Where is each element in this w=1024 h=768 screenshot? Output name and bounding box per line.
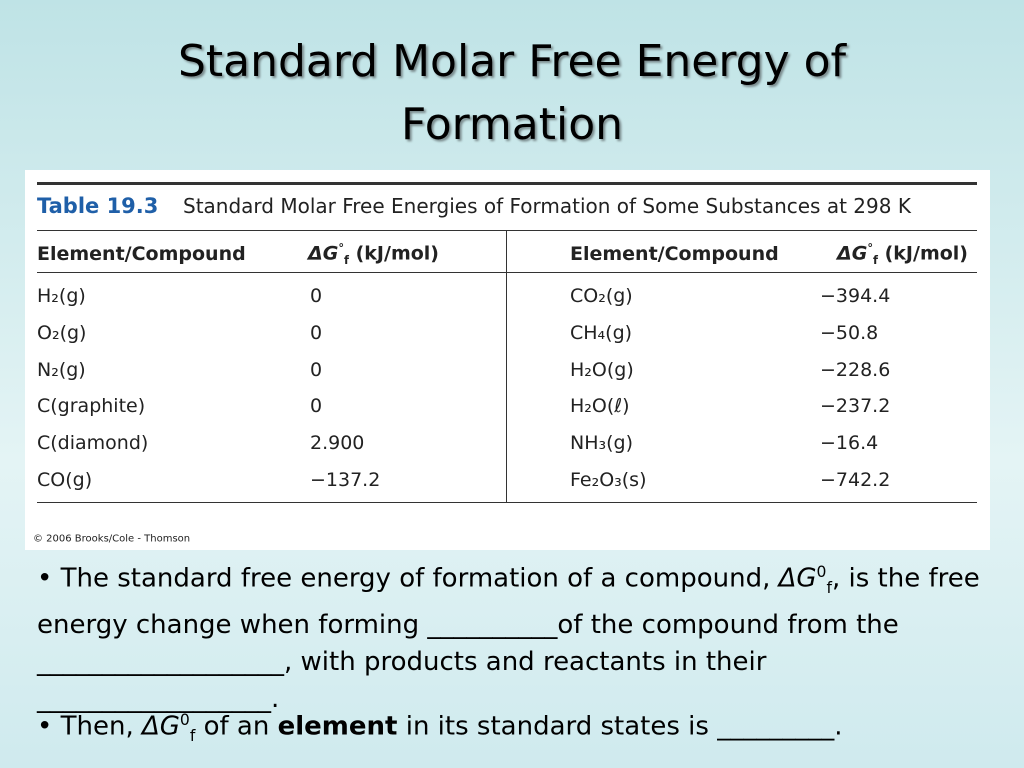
table-cell: C(graphite) [37,395,146,418]
text: The standard free energy of formation of… [60,563,779,594]
text: of the compound from the [557,609,899,640]
bold-text: element [277,711,398,742]
table-label: Table 19.3 [37,194,159,218]
text: , is the free energy change when forming [37,563,980,640]
header: Element/Compound [37,243,246,265]
text: in its standard states is [397,711,718,742]
header: ΔG°f (kJ/mol) [837,241,968,267]
blank: _________ [717,711,835,742]
table-cell: −394.4 [820,285,891,307]
table-cell: H₂O(ℓ) [570,395,630,418]
table-caption: Standard Molar Free Energies of Formatio… [183,194,911,218]
text: Then, [60,711,142,742]
table-cell: −16.4 [820,432,879,455]
blank: __________ [427,609,558,640]
bullet: • The standard free energy of formation … [37,563,980,714]
table-cell: CO(g) [37,469,93,491]
symbol: ΔG [778,563,817,594]
bullet: • Then, ΔG0f of an element in its standa… [37,711,843,745]
rule [37,272,977,273]
table-cell: CH₄(g) [570,321,633,344]
sup: ° [867,240,874,255]
table-cell: Fe₂O₃(s) [570,469,647,491]
table-cell: H₂(g) [37,285,86,307]
blank: ___________________ [37,646,284,677]
table-cell: C(diamond) [37,432,149,455]
table-cell: NH₃(g) [570,432,634,455]
rule [37,182,977,185]
unit: (kJ/mol) [884,242,968,265]
sup: 0 [179,711,190,729]
table-cell: H₂O(g) [570,358,634,381]
blank: __________________ [37,683,271,714]
text: of an [195,711,278,742]
sub: f [873,253,878,268]
sup: 0 [816,563,827,581]
unit: (kJ/mol) [355,242,439,265]
table-cell: −137.2 [310,469,381,491]
symbol: ΔG [837,242,868,265]
table-cell: −50.8 [820,321,879,344]
rule [37,230,977,231]
sub: f [189,726,196,745]
rule [37,502,977,503]
sub: f [826,578,832,597]
text: . [834,711,843,742]
sub: f [344,253,349,268]
table-cell: 0 [310,285,323,307]
table-cell: 2.900 [310,432,365,455]
header: Element/Compound [570,243,779,265]
text: , with products and reactants in their [284,646,767,677]
divider [506,230,507,502]
sup: ° [338,240,345,255]
table: Table 19.3 Standard Molar Free Energies … [25,170,990,550]
table-cell: CO₂(g) [570,285,633,307]
table-cell: O₂(g) [37,321,87,344]
table-cell: −228.6 [820,358,891,381]
title-line: Standard Molar Free Energy of [177,36,847,87]
title-line: Formation [400,99,624,150]
table-cell: 0 [310,358,323,381]
table-cell: −742.2 [820,469,891,491]
text: . [271,683,280,714]
table-cell: 0 [310,395,323,418]
table-cell: −237.2 [820,395,891,418]
symbol: ΔG [308,242,339,265]
symbol: ΔG [141,711,180,742]
header: ΔG°f (kJ/mol) [308,241,439,267]
table-cell: N₂(g) [37,358,86,381]
table-cell: 0 [310,321,323,344]
credit: © 2006 Brooks/Cole - Thomson [33,533,191,545]
